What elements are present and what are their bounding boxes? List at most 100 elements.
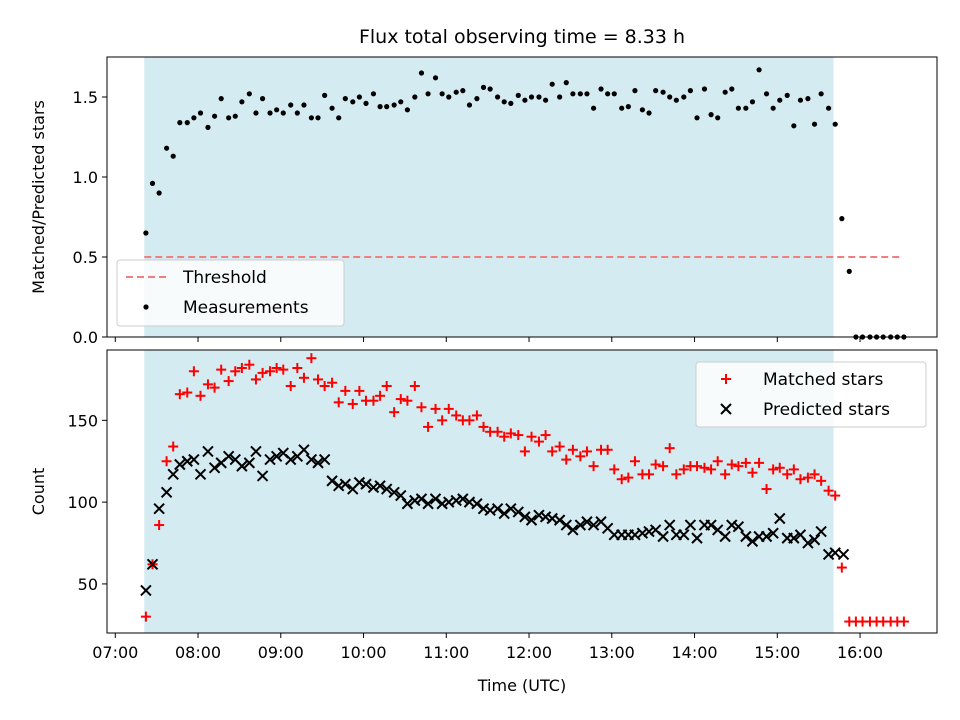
predicted-star-point-b — [167, 468, 179, 481]
predicted-stars-points — [140, 444, 850, 597]
predicted-star-point-b — [450, 494, 462, 507]
measurement-point — [611, 91, 617, 97]
measurement-point — [653, 88, 659, 94]
predicted-star-point-b — [491, 502, 504, 515]
predicted-star-point-b — [270, 450, 283, 463]
measurement-point — [259, 96, 266, 102]
matched-star-point — [795, 474, 806, 485]
matched-star-point — [471, 410, 482, 421]
measurement-point — [673, 97, 679, 103]
measurement-point — [515, 92, 521, 98]
predicted-star-point-b — [436, 498, 448, 510]
legend-threshold-label: Threshold — [182, 268, 267, 288]
matched-star-point — [575, 451, 586, 462]
predicted-star-point — [222, 450, 235, 463]
measurement-point — [563, 80, 569, 86]
measurement-point — [143, 230, 149, 236]
measurement-point — [239, 99, 245, 105]
measurement-point — [398, 99, 404, 105]
measurement-point — [294, 110, 300, 116]
predicted-star-point-b — [326, 475, 338, 487]
predicted-star-point — [208, 462, 221, 474]
matched-star-point — [451, 410, 462, 421]
matched-star-point — [747, 467, 758, 478]
predicted-star-point — [471, 498, 483, 510]
measurement-point — [639, 107, 646, 113]
measurement-point — [370, 91, 377, 97]
predicted-star-point — [636, 527, 649, 539]
measurement-point — [156, 190, 162, 196]
measurement-point — [805, 96, 811, 102]
measurement-point — [446, 94, 452, 100]
measurement-point — [246, 91, 252, 97]
measurement-point — [205, 124, 211, 130]
measurement-point — [660, 89, 666, 95]
measurement-point — [363, 100, 369, 106]
predicted-star-point-b — [760, 530, 773, 543]
predicted-star-point — [305, 453, 318, 466]
matched-star-point — [250, 374, 261, 385]
predicted-star-point-b — [194, 468, 207, 481]
predicted-star-point — [505, 502, 517, 515]
y-tick-label: 0.5 — [73, 248, 98, 267]
top-axes-frame — [106, 56, 938, 338]
measurement-point — [466, 102, 473, 108]
measurement-point — [763, 91, 770, 97]
measurement-point — [412, 94, 418, 100]
predicted-star-point-b — [539, 511, 552, 523]
bottom-legend: Matched stars Predicted stars — [695, 361, 927, 428]
matched-star-point — [782, 469, 793, 480]
matched-star-point — [409, 380, 420, 391]
predicted-star-point-b — [318, 453, 331, 466]
predicted-star-point-b — [525, 514, 538, 526]
matched-star-point — [658, 461, 669, 472]
predicted-star-point — [581, 516, 593, 528]
predicted-star-point — [477, 502, 490, 515]
matched-star-point — [623, 472, 634, 483]
predicted-star-point — [188, 453, 200, 466]
matched-star-point — [202, 379, 213, 390]
measurement-point — [832, 121, 838, 127]
measurement-point — [501, 99, 507, 105]
predicted-star-point-b — [788, 532, 800, 544]
matched-star-point — [389, 407, 400, 418]
matched-star-point — [650, 459, 661, 470]
matched-star-point — [161, 456, 172, 467]
legend-measurements-swatch — [143, 304, 149, 310]
predicted-star-point-b — [746, 535, 759, 548]
measurement-point — [218, 96, 224, 102]
matched-star-point — [257, 367, 268, 378]
measurement-point — [267, 110, 273, 116]
predicted-star-point-b — [567, 524, 579, 536]
y-tick-label: 0.0 — [73, 328, 98, 347]
matched-star-point — [492, 426, 503, 437]
bottom-y-axis-label: Count — [29, 468, 48, 516]
predicted-star-point — [194, 468, 207, 481]
predicted-star-point — [415, 493, 428, 505]
predicted-star-point-b — [222, 450, 235, 463]
measurement-point — [315, 115, 321, 121]
predicted-star-point — [146, 558, 159, 571]
top-x-ticks — [114, 337, 861, 342]
predicted-star-point — [360, 478, 372, 490]
predicted-star-point — [740, 530, 752, 543]
matched-star-point — [823, 485, 834, 496]
matched-star-point — [505, 428, 516, 439]
legend-predicted-label: Predicted stars — [763, 400, 890, 420]
matched-star-point — [244, 359, 255, 370]
matched-star-point — [195, 390, 206, 401]
predicted-star-point — [312, 457, 324, 469]
measurement-point — [570, 91, 576, 97]
predicted-star-point — [567, 524, 579, 536]
predicted-star-point-b — [581, 516, 593, 528]
matched-star-point — [236, 362, 247, 373]
measurement-point — [797, 97, 804, 103]
x-axis-label: Time (UTC) — [477, 676, 566, 695]
matched-star-point — [347, 398, 358, 409]
predicted-star-point — [450, 494, 462, 507]
measurement-point — [646, 110, 652, 116]
predicted-star-point-b — [332, 480, 345, 492]
matched-star-point — [609, 464, 620, 475]
matched-star-point — [836, 562, 847, 573]
matched-star-point — [168, 441, 179, 452]
